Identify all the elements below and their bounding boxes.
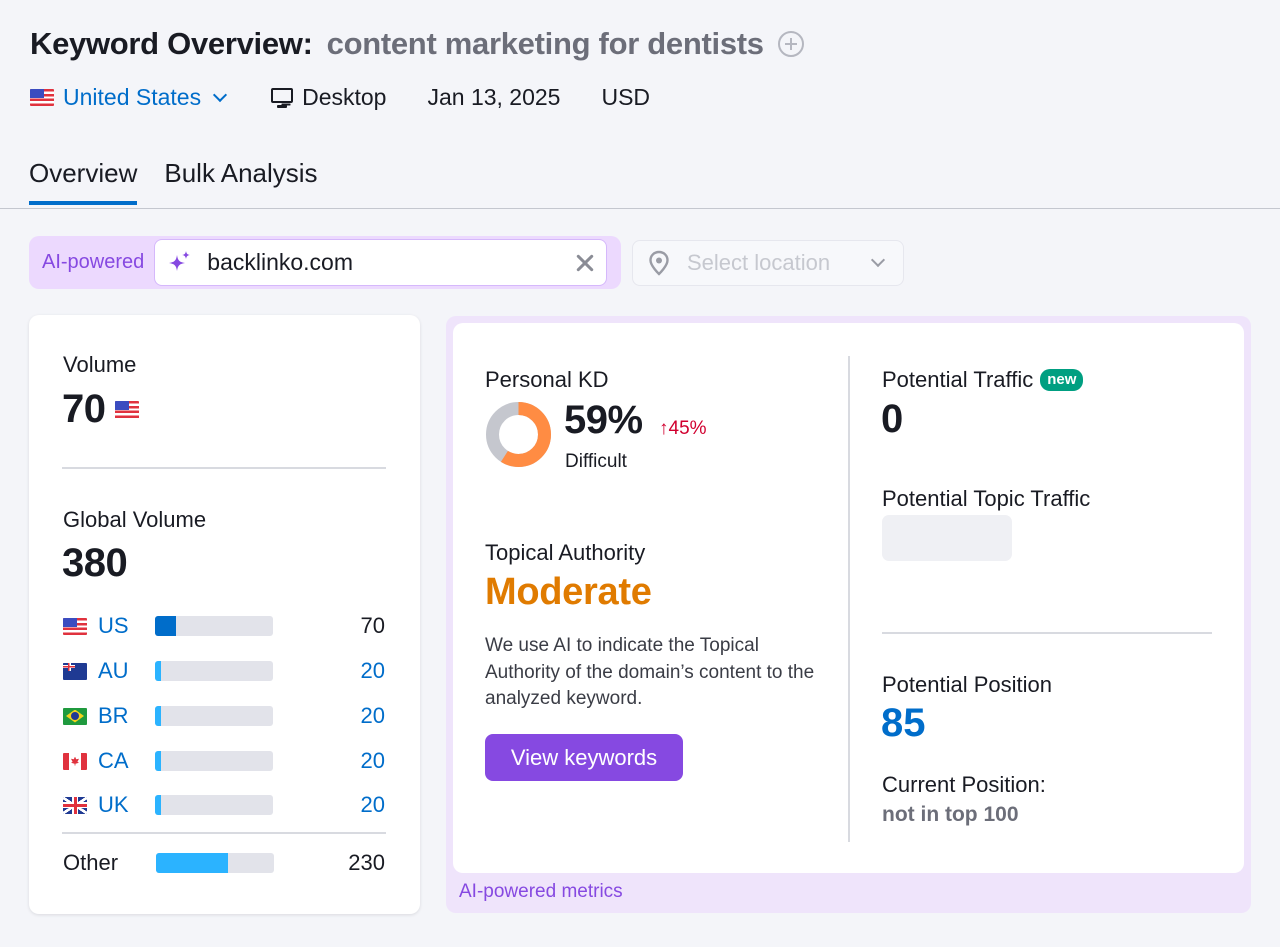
tab-overview[interactable]: Overview (29, 158, 138, 205)
potential-position-value: 85 (881, 701, 926, 745)
tab-bar: Overview Bulk Analysis (29, 158, 345, 205)
keyword-title: content marketing for dentists (326, 26, 764, 61)
personal-kd-label: Personal KD (485, 367, 609, 392)
chevron-down-icon (213, 87, 228, 102)
topical-authority-description: We use AI to indicate the Topical Author… (485, 635, 815, 709)
meta-row: United States Desktop Jan 13, 2025 USD (30, 84, 650, 111)
device-indicator: Desktop (271, 84, 386, 111)
volume-bar (155, 706, 273, 726)
chevron-down-icon (870, 252, 886, 268)
kd-change: ↑45% (659, 418, 707, 439)
potential-traffic-header: Potential Traffic new (882, 367, 1084, 393)
sparkle-icon (167, 250, 193, 276)
us-flag-icon (114, 400, 139, 419)
volume-card: Volume 70 Global Volume 380 US 70 AU 20 … (29, 315, 420, 914)
column-divider (848, 356, 850, 842)
database-select[interactable]: United States (30, 84, 228, 111)
country-row-other: Other 230 (63, 848, 385, 878)
country-row-ca: CA 20 (63, 746, 385, 776)
volume-bar-fill (155, 661, 161, 681)
ai-powered-label: AI-powered (42, 251, 145, 273)
volume-bar (155, 616, 273, 636)
ai-domain-search: AI-powered backlinko.com (29, 236, 621, 289)
country-volume[interactable]: 20 (360, 658, 385, 683)
location-select[interactable]: Select location (632, 240, 904, 286)
us-flag-icon (30, 89, 54, 106)
monitor-icon (271, 87, 294, 109)
ai-metrics-card: Personal KD 59% ↑45% Difficult Topical A… (446, 316, 1251, 913)
country-volume[interactable]: 20 (360, 703, 385, 728)
page-header: Keyword Overview: content marketing for … (30, 26, 804, 62)
uk-flag-icon (63, 796, 87, 814)
volume-bar-fill (155, 706, 161, 726)
view-keywords-button[interactable]: View keywords (485, 734, 683, 781)
global-volume-label: Global Volume (63, 507, 207, 532)
volume-bar (155, 661, 273, 681)
ca-flag-icon (63, 752, 87, 770)
country-row-uk: UK 20 (63, 790, 385, 820)
country-row-au: AU 20 (63, 656, 385, 686)
country-code[interactable]: UK (98, 792, 129, 817)
new-badge: new (1040, 369, 1084, 391)
topical-authority-value: Moderate (485, 571, 652, 613)
other-volume: 230 (348, 850, 385, 875)
kd-level: Difficult (565, 451, 627, 472)
potential-traffic-value: 0 (881, 397, 904, 441)
divider (882, 632, 1212, 634)
potential-topic-traffic-label: Potential Topic Traffic (882, 486, 1091, 511)
other-label: Other (63, 850, 119, 875)
global-volume-value: 380 (62, 541, 128, 585)
database-label: United States (63, 84, 202, 110)
us-flag-icon (63, 617, 87, 635)
kd-value: 59% (564, 398, 643, 442)
current-position-value: not in top 100 (882, 803, 1019, 826)
domain-input[interactable]: backlinko.com (154, 239, 608, 286)
volume-bar (155, 795, 273, 815)
location-placeholder: Select location (687, 250, 831, 275)
tab-bulk-analysis[interactable]: Bulk Analysis (164, 158, 318, 188)
page-title: Keyword Overview: (30, 26, 313, 61)
volume-bar-fill (155, 795, 161, 815)
kd-donut-chart (486, 402, 551, 467)
domain-input-value[interactable]: backlinko.com (207, 249, 354, 275)
current-position-label: Current Position: (882, 772, 1046, 797)
volume-bar-fill (155, 616, 177, 636)
divider (62, 467, 386, 469)
volume-bar (155, 751, 273, 771)
country-code[interactable]: US (98, 613, 129, 638)
ai-metrics-panel: Personal KD 59% ↑45% Difficult Topical A… (453, 323, 1244, 873)
country-code[interactable]: CA (98, 748, 129, 773)
country-volume[interactable]: 20 (360, 792, 385, 817)
country-volume: 70 (360, 613, 385, 638)
volume-bar (156, 853, 274, 873)
volume-value: 70 (62, 387, 106, 431)
tabs-divider (0, 208, 1280, 209)
clear-icon[interactable] (576, 254, 594, 272)
potential-position-label: Potential Position (882, 672, 1052, 697)
country-row-us: US 70 (63, 611, 385, 641)
volume-label: Volume (63, 352, 137, 377)
location-pin-icon (647, 250, 671, 276)
country-code[interactable]: AU (98, 658, 129, 683)
au-flag-icon (63, 662, 87, 680)
country-volume[interactable]: 20 (360, 748, 385, 773)
ai-powered-metrics-label: AI-powered metrics (459, 881, 623, 902)
country-row-br: BR 20 (63, 701, 385, 731)
divider (62, 832, 386, 834)
potential-traffic-label: Potential Traffic (882, 367, 1034, 392)
plus-circle-icon[interactable] (777, 31, 804, 57)
topical-authority-label: Topical Authority (485, 540, 646, 565)
volume-value-row: 70 (62, 387, 139, 432)
currency-label: USD (601, 84, 651, 110)
volume-bar-fill (156, 853, 228, 873)
date-label: Jan 13, 2025 (427, 84, 561, 110)
loading-skeleton (882, 515, 1012, 561)
device-label: Desktop (302, 84, 387, 110)
country-code[interactable]: BR (98, 703, 129, 728)
br-flag-icon (63, 707, 87, 725)
volume-bar-fill (155, 751, 161, 771)
